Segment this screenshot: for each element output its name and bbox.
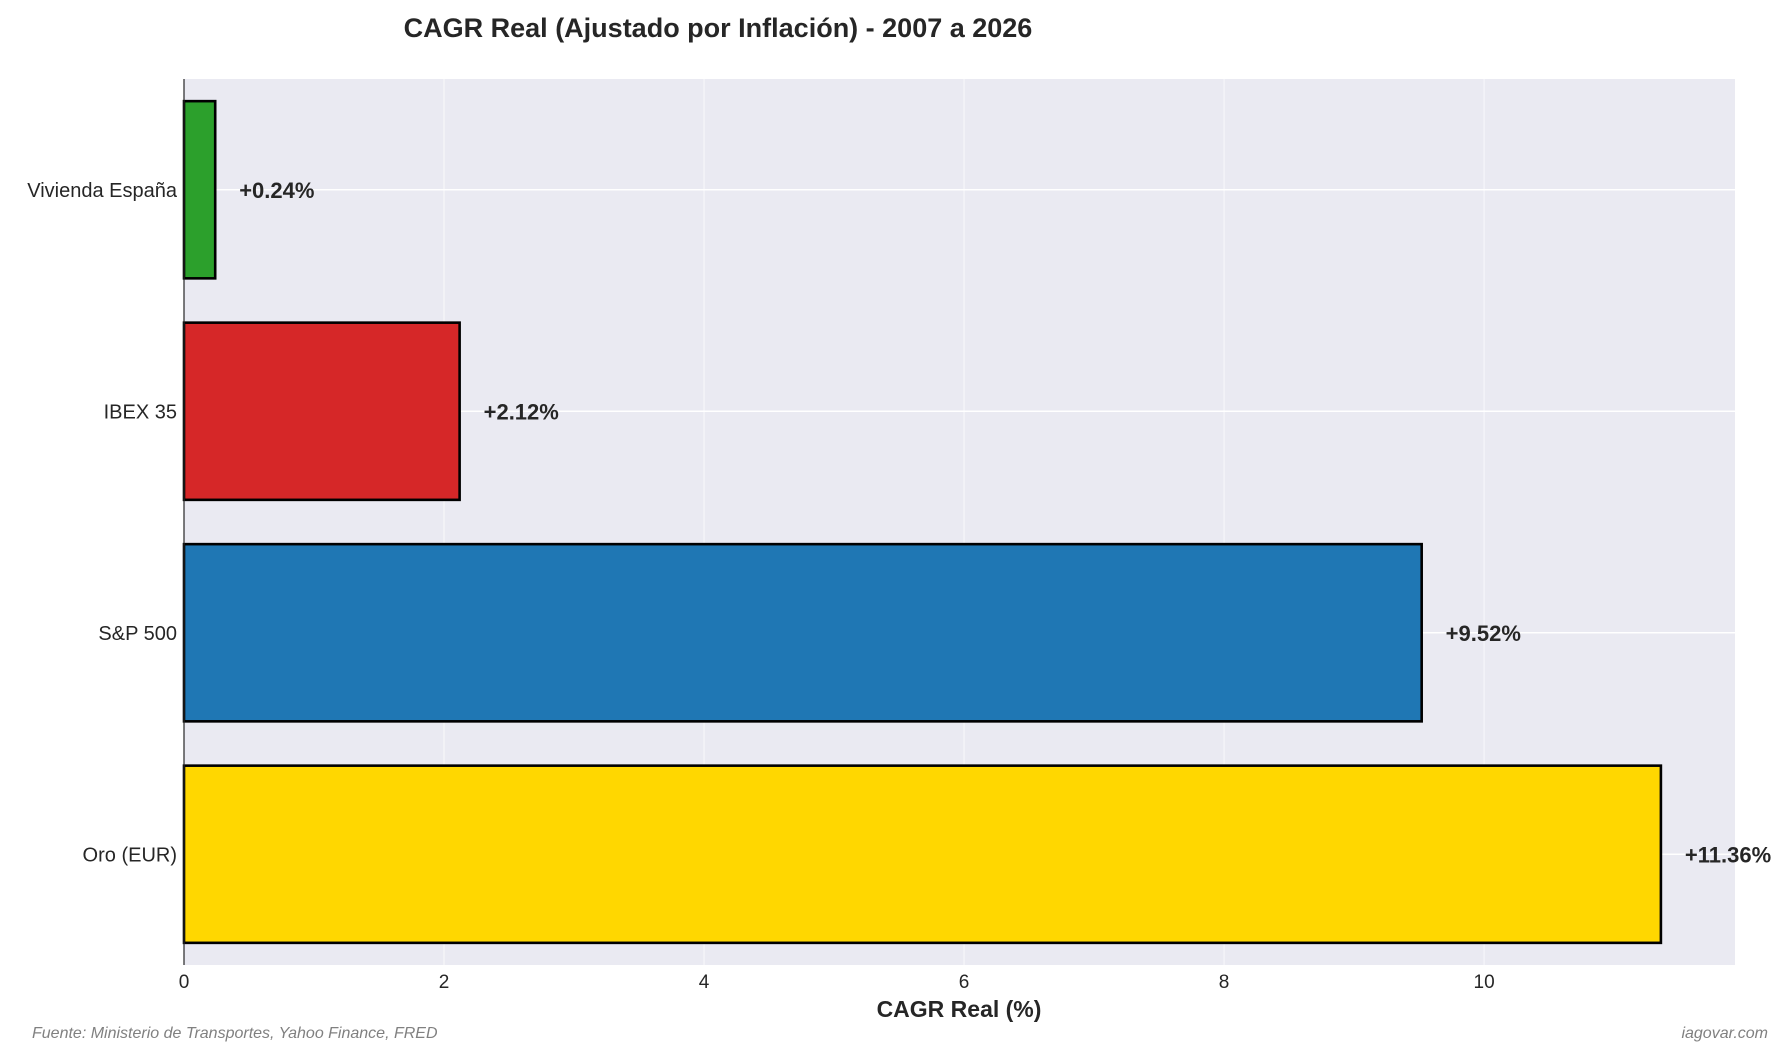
- x-axis-ticks: 0 2 4 6 8 10: [179, 972, 1495, 993]
- y-axis-categories: Vivienda España IBEX 35 S&P 500 Oro (EUR): [27, 180, 178, 867]
- value-labels: +0.24% +2.12% +9.52% +11.36%: [239, 178, 1771, 868]
- value-label: +0.24%: [239, 178, 314, 203]
- x-tick-label: 6: [959, 972, 970, 993]
- value-label: +9.52%: [1446, 621, 1521, 646]
- bar-vivienda-espa-a: [182, 99, 217, 280]
- category-label: S&P 500: [98, 623, 177, 645]
- chart-title: CAGR Real (Ajustado por Inflación) - 200…: [404, 13, 1033, 43]
- x-tick-label: 0: [179, 972, 190, 993]
- x-tick-label: 8: [1219, 972, 1230, 993]
- value-label: +2.12%: [484, 399, 559, 424]
- x-tick-label: 2: [439, 972, 450, 993]
- bars: [182, 99, 1663, 945]
- bar-oro-eur: [182, 764, 1663, 945]
- value-label: +11.36%: [1685, 842, 1771, 867]
- source-note: Fuente: Ministerio de Transportes, Yahoo…: [32, 1025, 438, 1042]
- x-tick-label: 4: [699, 972, 710, 993]
- category-label: IBEX 35: [104, 401, 177, 423]
- bar-ibex-35: [182, 321, 461, 502]
- bar-s-p-500: [182, 542, 1423, 723]
- x-axis-label: CAGR Real (%): [877, 996, 1042, 1022]
- credit-note: iagovar.com: [1681, 1025, 1768, 1042]
- category-label: Oro (EUR): [83, 844, 177, 866]
- x-tick-label: 10: [1474, 972, 1495, 993]
- category-label: Vivienda España: [27, 180, 178, 202]
